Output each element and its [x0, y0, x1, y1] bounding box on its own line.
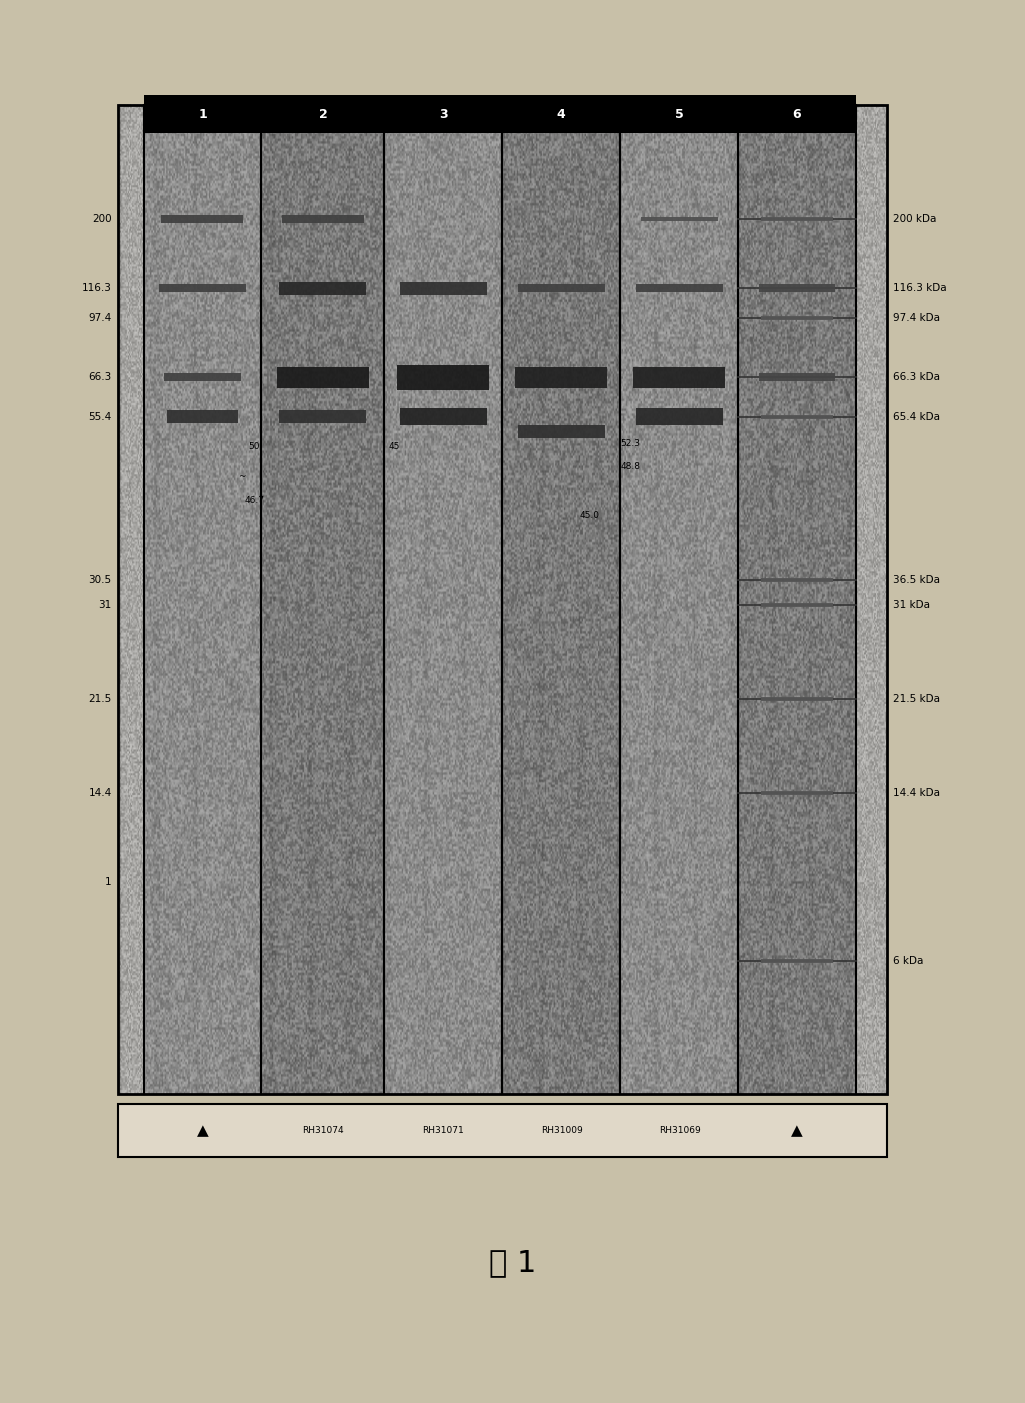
Text: 6: 6: [792, 108, 802, 121]
Bar: [144, 95, 261, 133]
Text: 2: 2: [319, 108, 327, 121]
Text: 5: 5: [674, 108, 684, 121]
Text: RH31009: RH31009: [541, 1127, 582, 1135]
Text: 21.5: 21.5: [88, 693, 112, 704]
Bar: [166, 411, 238, 424]
Text: 66.3: 66.3: [88, 372, 112, 382]
Text: 200: 200: [92, 215, 112, 224]
Text: 30.5: 30.5: [88, 575, 112, 585]
Text: ▲: ▲: [197, 1124, 208, 1138]
Bar: [118, 105, 887, 1094]
Bar: [279, 411, 367, 424]
Bar: [761, 316, 832, 320]
Bar: [279, 282, 367, 295]
Text: 14.4: 14.4: [88, 787, 112, 798]
Text: 1: 1: [106, 877, 112, 887]
Text: 14.4 kDa: 14.4 kDa: [893, 787, 940, 798]
Text: ~: ~: [238, 471, 246, 481]
Bar: [400, 408, 487, 425]
Bar: [636, 408, 723, 425]
Bar: [282, 215, 364, 223]
Text: 图 1: 图 1: [489, 1249, 536, 1277]
Bar: [761, 415, 832, 419]
Text: 4: 4: [557, 108, 566, 121]
Text: 6 kDa: 6 kDa: [893, 955, 924, 965]
Text: 65.4 kDa: 65.4 kDa: [893, 412, 940, 422]
Text: 55.4: 55.4: [88, 412, 112, 422]
Text: ▲: ▲: [791, 1124, 803, 1138]
Text: 36.5 kDa: 36.5 kDa: [893, 575, 940, 585]
Bar: [261, 95, 384, 133]
Text: 48.8: 48.8: [620, 462, 641, 471]
Bar: [758, 373, 835, 382]
Bar: [632, 366, 725, 387]
Bar: [159, 283, 246, 292]
Bar: [118, 1104, 887, 1157]
Bar: [162, 215, 244, 223]
Bar: [277, 366, 369, 387]
Text: 116.3: 116.3: [82, 283, 112, 293]
Bar: [761, 603, 832, 607]
Bar: [761, 790, 832, 794]
Text: 45.0: 45.0: [579, 511, 600, 521]
Bar: [636, 283, 723, 292]
Text: RH31071: RH31071: [422, 1127, 463, 1135]
Bar: [518, 283, 605, 292]
Text: 50: 50: [248, 442, 260, 450]
Bar: [398, 365, 490, 390]
Bar: [761, 958, 832, 962]
Bar: [761, 217, 832, 222]
Text: 52.3: 52.3: [620, 439, 641, 448]
Text: 116.3 kDa: 116.3 kDa: [893, 283, 946, 293]
Bar: [502, 95, 620, 133]
Text: 66.3 kDa: 66.3 kDa: [893, 372, 940, 382]
Bar: [761, 578, 832, 582]
Bar: [164, 373, 241, 382]
Bar: [515, 366, 607, 387]
Text: 3: 3: [439, 108, 448, 121]
Text: RH31074: RH31074: [302, 1127, 343, 1135]
Bar: [518, 425, 605, 438]
Text: 21.5 kDa: 21.5 kDa: [893, 693, 940, 704]
Text: 31 kDa: 31 kDa: [893, 599, 930, 610]
Bar: [400, 282, 487, 295]
Text: 31: 31: [98, 599, 112, 610]
Bar: [758, 283, 835, 292]
Bar: [620, 95, 738, 133]
Bar: [761, 696, 832, 700]
Bar: [384, 95, 502, 133]
Text: 1: 1: [198, 108, 207, 121]
Text: 97.4: 97.4: [88, 313, 112, 323]
Text: RH31069: RH31069: [659, 1127, 700, 1135]
Bar: [641, 217, 718, 222]
Text: 97.4 kDa: 97.4 kDa: [893, 313, 940, 323]
Text: 45: 45: [388, 442, 401, 450]
Text: 46.7: 46.7: [244, 497, 264, 505]
Bar: [738, 95, 856, 133]
Text: 200 kDa: 200 kDa: [893, 215, 936, 224]
